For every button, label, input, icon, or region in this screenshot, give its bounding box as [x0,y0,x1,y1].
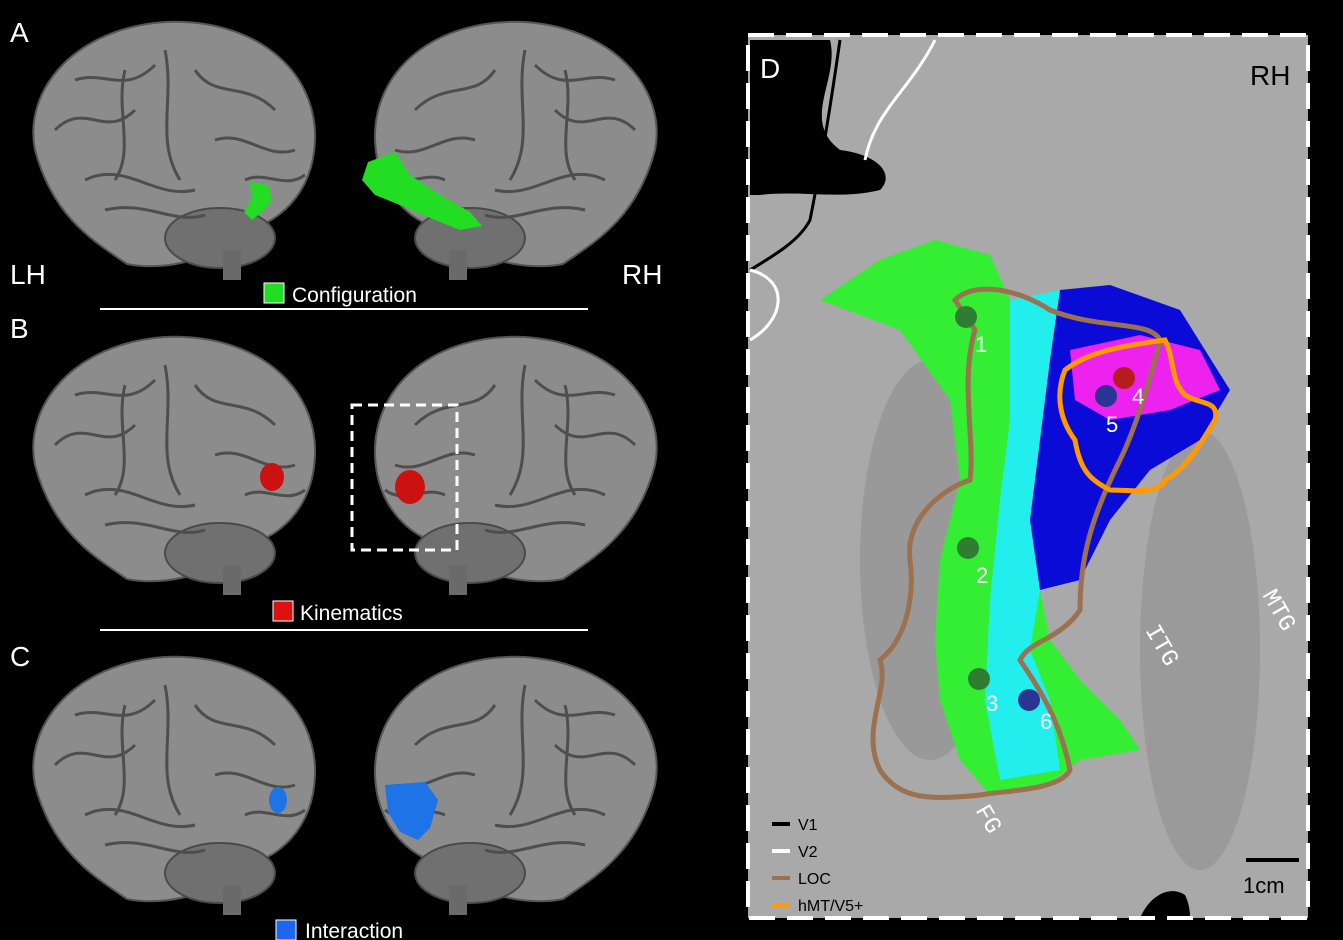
panel-label: B [10,313,29,344]
activation [395,470,425,504]
hemisphere-label: RH [1250,60,1290,91]
activation [260,463,284,491]
sphere [1095,385,1117,407]
hemisphere-label: RH [622,259,662,290]
sphere [955,306,977,328]
point-label: 1 [975,332,987,357]
point-label: 6 [1040,709,1052,734]
scale-label: 1cm [1243,873,1285,898]
legend-text: Configuration [292,284,417,307]
sphere [968,668,990,690]
legend-swatch [276,920,296,940]
legend-text: V2 [798,844,818,861]
legend-text: Kinematics [300,602,403,625]
panel-label: A [10,17,29,48]
legend-swatch [264,283,284,303]
activation [269,787,287,813]
legend-text: hMT/V5+ [798,898,863,915]
legend-text: V1 [798,817,818,834]
point-label: 5 [1106,412,1118,437]
point-label: 3 [986,691,998,716]
point-label: 4 [1132,384,1144,409]
legend-swatch [273,601,293,621]
panel-label: C [10,641,30,672]
legend-text: Interaction [305,920,403,940]
page: {"panels": { "a": {"label": "A", "left_h… [0,0,1343,940]
sphere [957,537,979,559]
sphere [1018,689,1040,711]
panel-label: D [760,53,780,84]
legend-text: LOC [798,871,831,888]
point-label: 2 [976,563,988,588]
figure: A LH RH Configuration B Kinematics C Int… [0,0,1343,940]
hemisphere-label: LH [10,259,46,290]
